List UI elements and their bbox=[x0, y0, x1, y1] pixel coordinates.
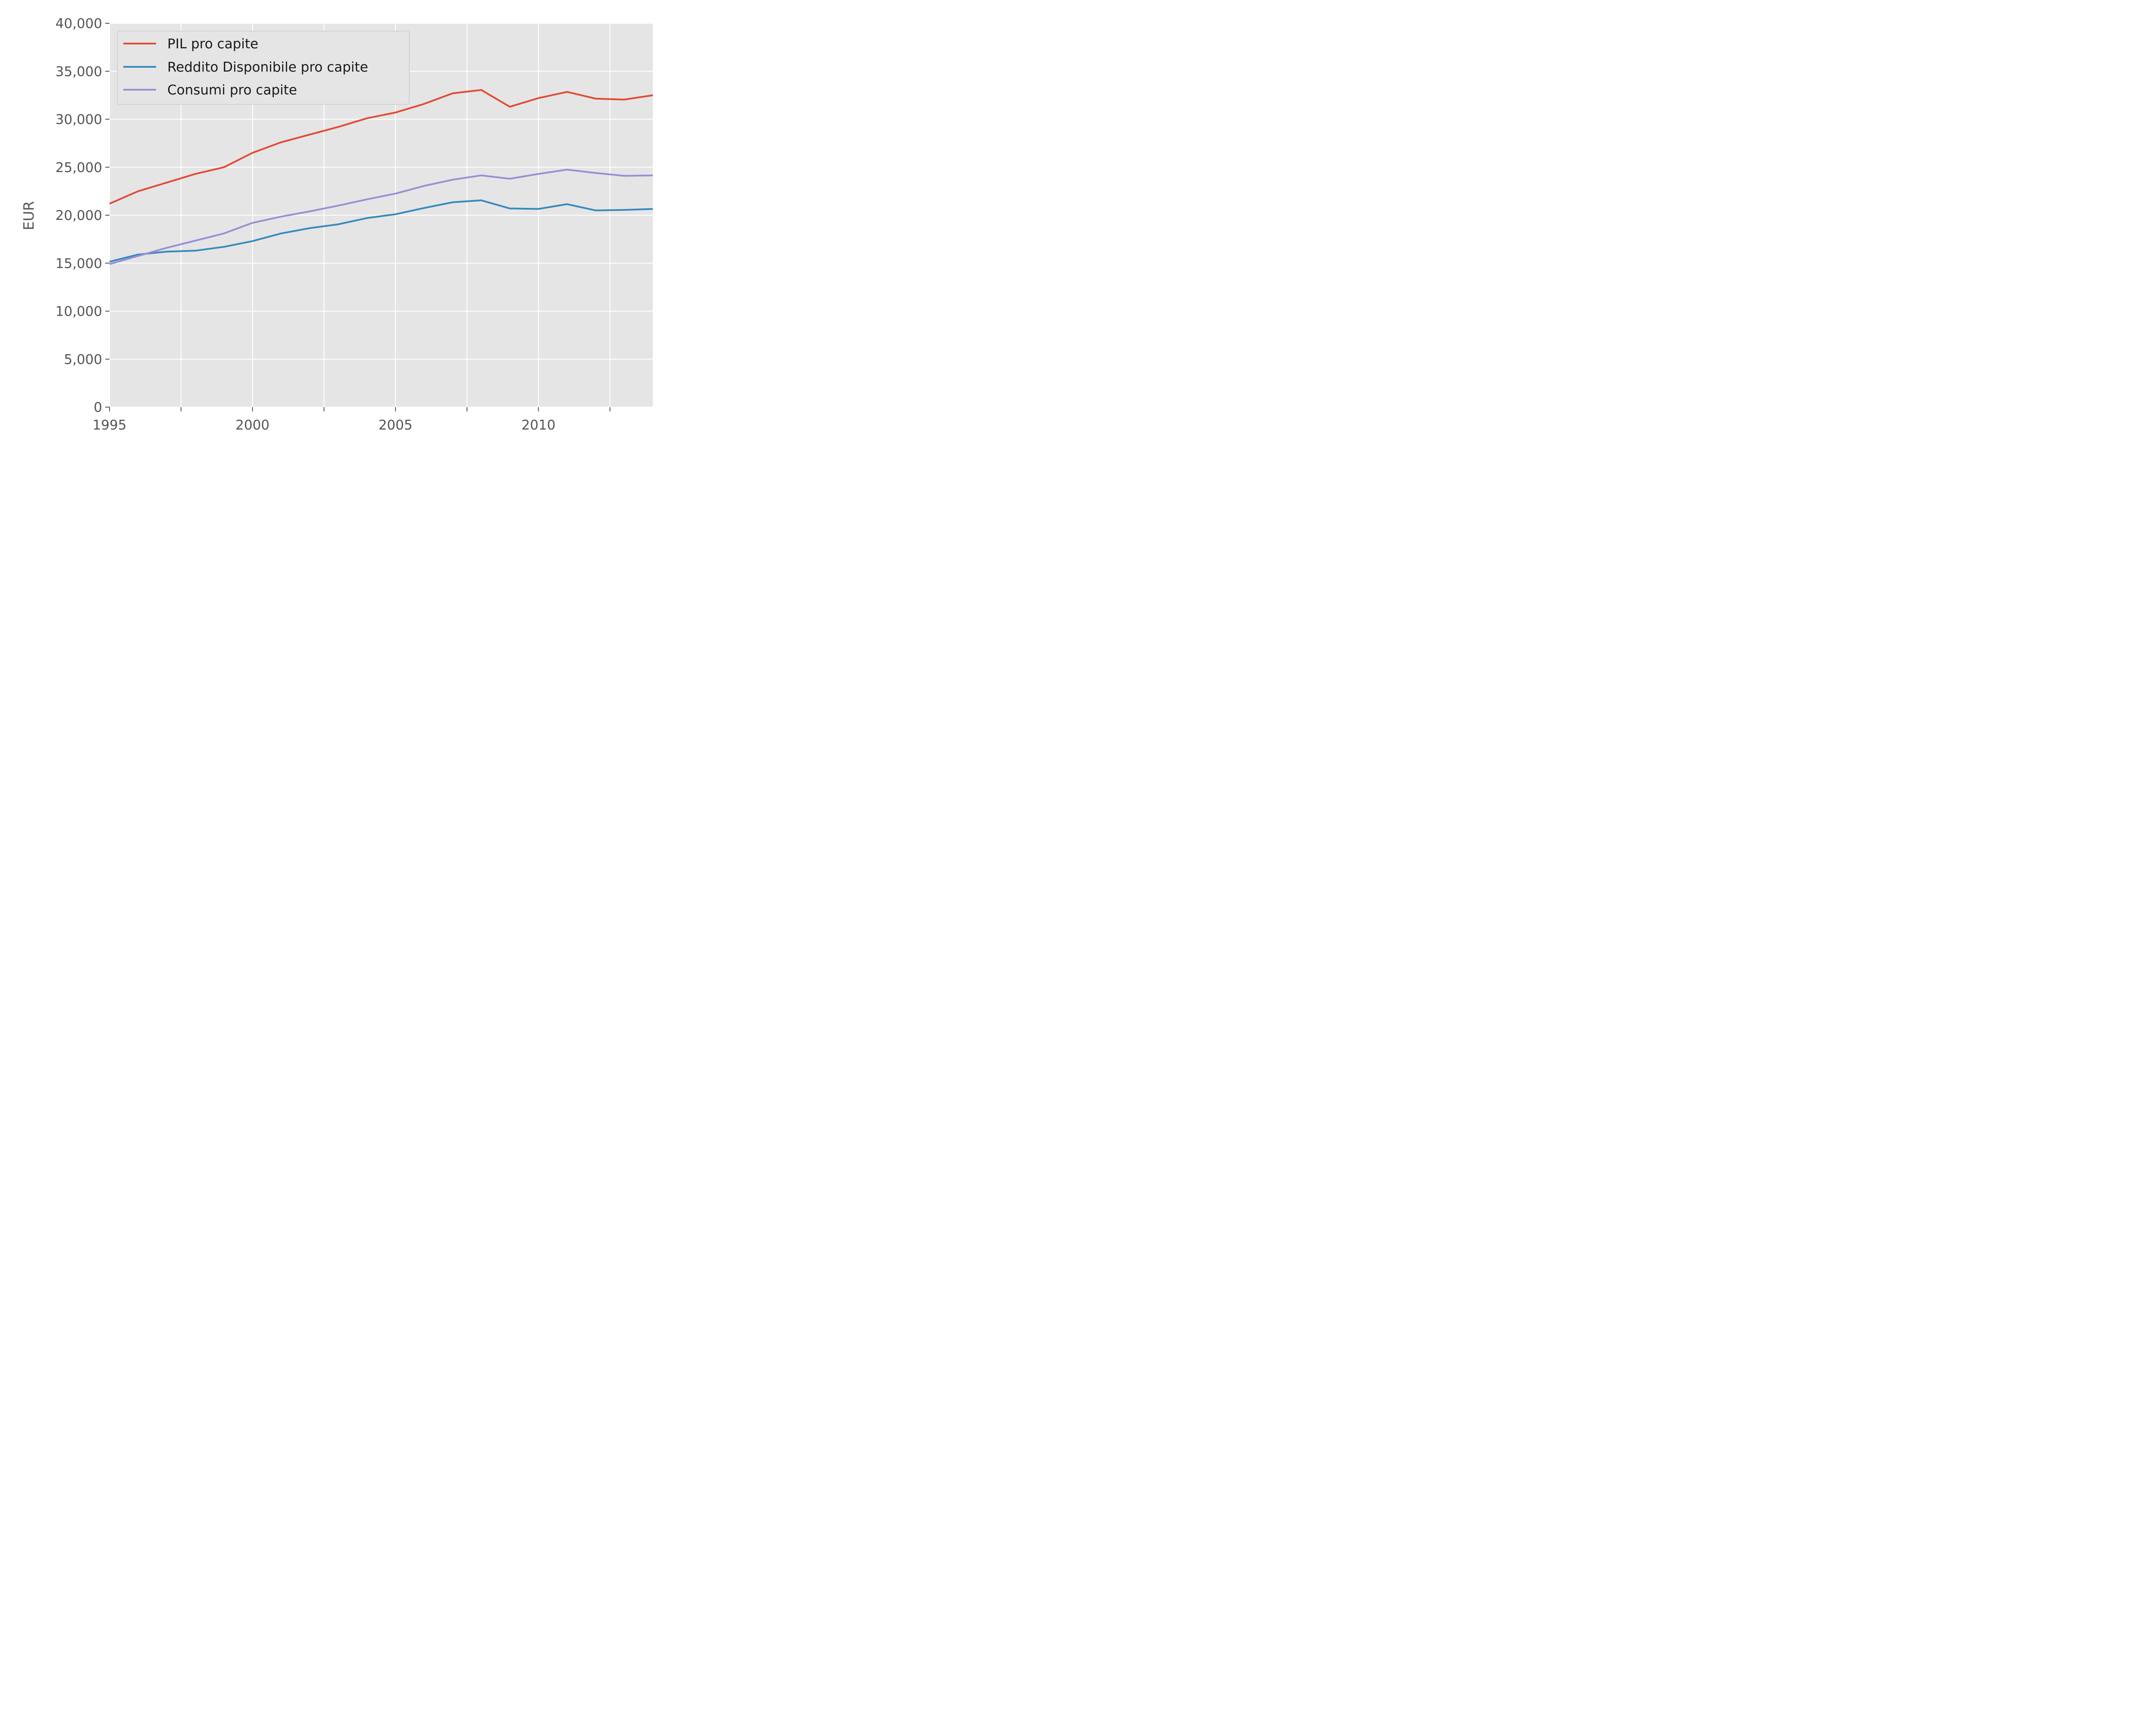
x-tick-label: 1995 bbox=[93, 417, 127, 433]
series-line-2 bbox=[109, 169, 653, 265]
y-tick-label: 5,000 bbox=[64, 352, 102, 367]
y-tick-label: 20,000 bbox=[56, 208, 102, 223]
line-chart: 0 5,000 10,000 15,000 20,000 25,000 30,000 35,0… bbox=[20, 16, 653, 433]
axis-ticks: 0 5,000 10,000 15,000 20,000 25,000 30,000 35,0… bbox=[56, 16, 611, 433]
x-tick-label: 2010 bbox=[521, 417, 555, 433]
legend-label-reddito: Reddito Disponibile pro capite bbox=[167, 60, 368, 75]
y-axis-label: EUR bbox=[20, 201, 37, 230]
series-lines bbox=[109, 89, 653, 265]
y-tick-label: 0 bbox=[94, 400, 102, 415]
y-tick-label: 30,000 bbox=[56, 112, 102, 128]
x-tick-label: 2000 bbox=[235, 417, 270, 433]
legend-label-consumi: Consumi pro capite bbox=[167, 82, 297, 98]
y-tick-label: 25,000 bbox=[56, 160, 102, 176]
x-tick-label: 2005 bbox=[379, 417, 413, 433]
y-tick-label: 35,000 bbox=[56, 64, 102, 79]
series-line-1 bbox=[109, 199, 653, 263]
legend: PIL pro capite Reddito Disponibile pro c… bbox=[117, 31, 410, 105]
legend-label-pil: PIL pro capite bbox=[167, 36, 258, 52]
y-tick-label: 40,000 bbox=[56, 16, 102, 31]
series-line-0 bbox=[109, 89, 653, 205]
y-tick-label: 10,000 bbox=[56, 304, 102, 320]
legend-box bbox=[117, 31, 410, 105]
y-tick-label: 15,000 bbox=[56, 256, 102, 271]
